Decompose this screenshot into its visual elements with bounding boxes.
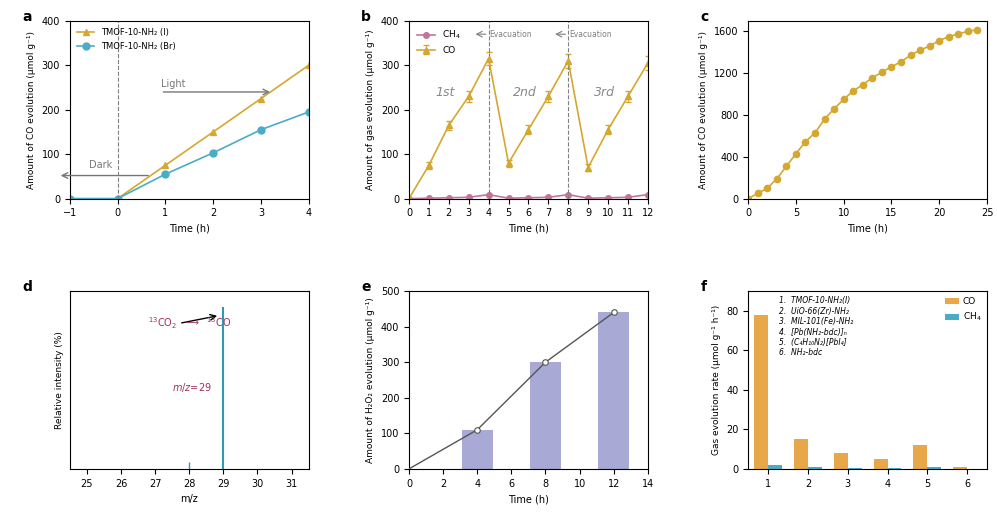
Bar bbox=[873, 459, 887, 469]
TMOF-10-NH₂ (Br) bbox=[303, 109, 315, 115]
CH$_4$ bbox=[542, 194, 554, 201]
CH$_4$ bbox=[502, 195, 514, 201]
Bar bbox=[768, 465, 782, 469]
TMOF-10-NH₂ (Br) bbox=[64, 195, 76, 202]
Text: Light: Light bbox=[161, 79, 185, 89]
TMOF-10-NH₂ (I) bbox=[112, 195, 124, 202]
TMOF-10-NH₂ (I) bbox=[255, 95, 267, 102]
Line: TMOF-10-NH₂ (I): TMOF-10-NH₂ (I) bbox=[67, 62, 312, 202]
Text: 1st: 1st bbox=[435, 86, 455, 100]
Text: 3rd: 3rd bbox=[593, 86, 614, 100]
Line: TMOF-10-NH₂ (Br): TMOF-10-NH₂ (Br) bbox=[67, 108, 312, 202]
Line: CH$_4$: CH$_4$ bbox=[406, 192, 651, 202]
CH$_4$ bbox=[443, 195, 455, 201]
CH$_4$ bbox=[562, 192, 574, 198]
Text: Evacuation: Evacuation bbox=[490, 30, 532, 39]
Y-axis label: Amount of CO evolution (μmol g⁻¹): Amount of CO evolution (μmol g⁻¹) bbox=[27, 31, 36, 189]
TMOF-10-NH₂ (Br) bbox=[160, 171, 171, 177]
TMOF-10-NH₂ (I) bbox=[303, 62, 315, 68]
Bar bbox=[913, 445, 927, 469]
Bar bbox=[887, 468, 901, 469]
Text: $m/z$=29: $m/z$=29 bbox=[172, 381, 211, 394]
X-axis label: Time (h): Time (h) bbox=[847, 224, 888, 234]
Y-axis label: Amount of gas evolution (μmol g⁻¹): Amount of gas evolution (μmol g⁻¹) bbox=[366, 29, 375, 190]
TMOF-10-NH₂ (Br) bbox=[255, 127, 267, 133]
TMOF-10-NH₂ (Br) bbox=[112, 195, 124, 202]
Legend: CH$_4$, CO: CH$_4$, CO bbox=[414, 26, 465, 58]
Y-axis label: Amount of H₂O₂ evolution (μmol g⁻¹): Amount of H₂O₂ evolution (μmol g⁻¹) bbox=[366, 297, 375, 463]
Text: b: b bbox=[361, 10, 371, 24]
TMOF-10-NH₂ (I) bbox=[64, 195, 76, 202]
Bar bbox=[833, 453, 847, 469]
Bar bbox=[953, 467, 967, 469]
Text: Dark: Dark bbox=[89, 160, 112, 170]
Legend: TMOF-10-NH₂ (I), TMOF-10-NH₂ (Br): TMOF-10-NH₂ (I), TMOF-10-NH₂ (Br) bbox=[74, 25, 178, 54]
Y-axis label: Amount of CO evolution (μmol g⁻¹): Amount of CO evolution (μmol g⁻¹) bbox=[699, 31, 708, 189]
CH$_4$ bbox=[582, 195, 594, 201]
Bar bbox=[794, 439, 808, 469]
X-axis label: Time (h): Time (h) bbox=[508, 224, 548, 234]
Text: e: e bbox=[361, 280, 371, 294]
TMOF-10-NH₂ (I) bbox=[160, 162, 171, 168]
Bar bbox=[808, 467, 822, 469]
Legend: CO, CH$_4$: CO, CH$_4$ bbox=[942, 294, 985, 327]
CH$_4$ bbox=[602, 195, 614, 201]
Text: Evacuation: Evacuation bbox=[569, 30, 612, 39]
TMOF-10-NH₂ (Br) bbox=[207, 150, 219, 156]
Y-axis label: Gas evolution rate (μmol g⁻¹ h⁻¹): Gas evolution rate (μmol g⁻¹ h⁻¹) bbox=[712, 305, 721, 455]
Bar bbox=[598, 313, 629, 469]
Text: 2nd: 2nd bbox=[512, 86, 536, 100]
Text: d: d bbox=[22, 280, 32, 294]
Text: $^{13}$CO$_2$  $\longrightarrow$  $^{13}$CO: $^{13}$CO$_2$ $\longrightarrow$ $^{13}$C… bbox=[149, 316, 231, 331]
CH$_4$ bbox=[642, 192, 654, 198]
Bar bbox=[462, 430, 493, 469]
Bar bbox=[754, 315, 768, 469]
Bar bbox=[847, 468, 861, 469]
Text: a: a bbox=[22, 10, 32, 24]
Text: c: c bbox=[700, 10, 709, 24]
X-axis label: m/z: m/z bbox=[180, 494, 198, 504]
TMOF-10-NH₂ (I) bbox=[207, 129, 219, 135]
CH$_4$ bbox=[483, 192, 495, 198]
CH$_4$ bbox=[622, 194, 634, 201]
CH$_4$ bbox=[522, 195, 534, 201]
X-axis label: Time (h): Time (h) bbox=[508, 494, 548, 504]
X-axis label: Time (h): Time (h) bbox=[168, 224, 209, 234]
CH$_4$ bbox=[403, 195, 415, 202]
Text: f: f bbox=[700, 280, 707, 294]
CH$_4$ bbox=[463, 194, 475, 201]
Bar bbox=[927, 467, 941, 469]
Bar bbox=[530, 362, 561, 469]
Text: 1.  TMOF-10-NH₂(I)
2.  UiO-66(Zr)-NH₂
3.  MIL-101(Fe)-NH₂
4.  [Pb(NH₂-bdc)]ₙ
5. : 1. TMOF-10-NH₂(I) 2. UiO-66(Zr)-NH₂ 3. M… bbox=[780, 296, 853, 357]
CH$_4$ bbox=[423, 195, 435, 201]
Y-axis label: Relative intensity (%): Relative intensity (%) bbox=[55, 331, 64, 429]
